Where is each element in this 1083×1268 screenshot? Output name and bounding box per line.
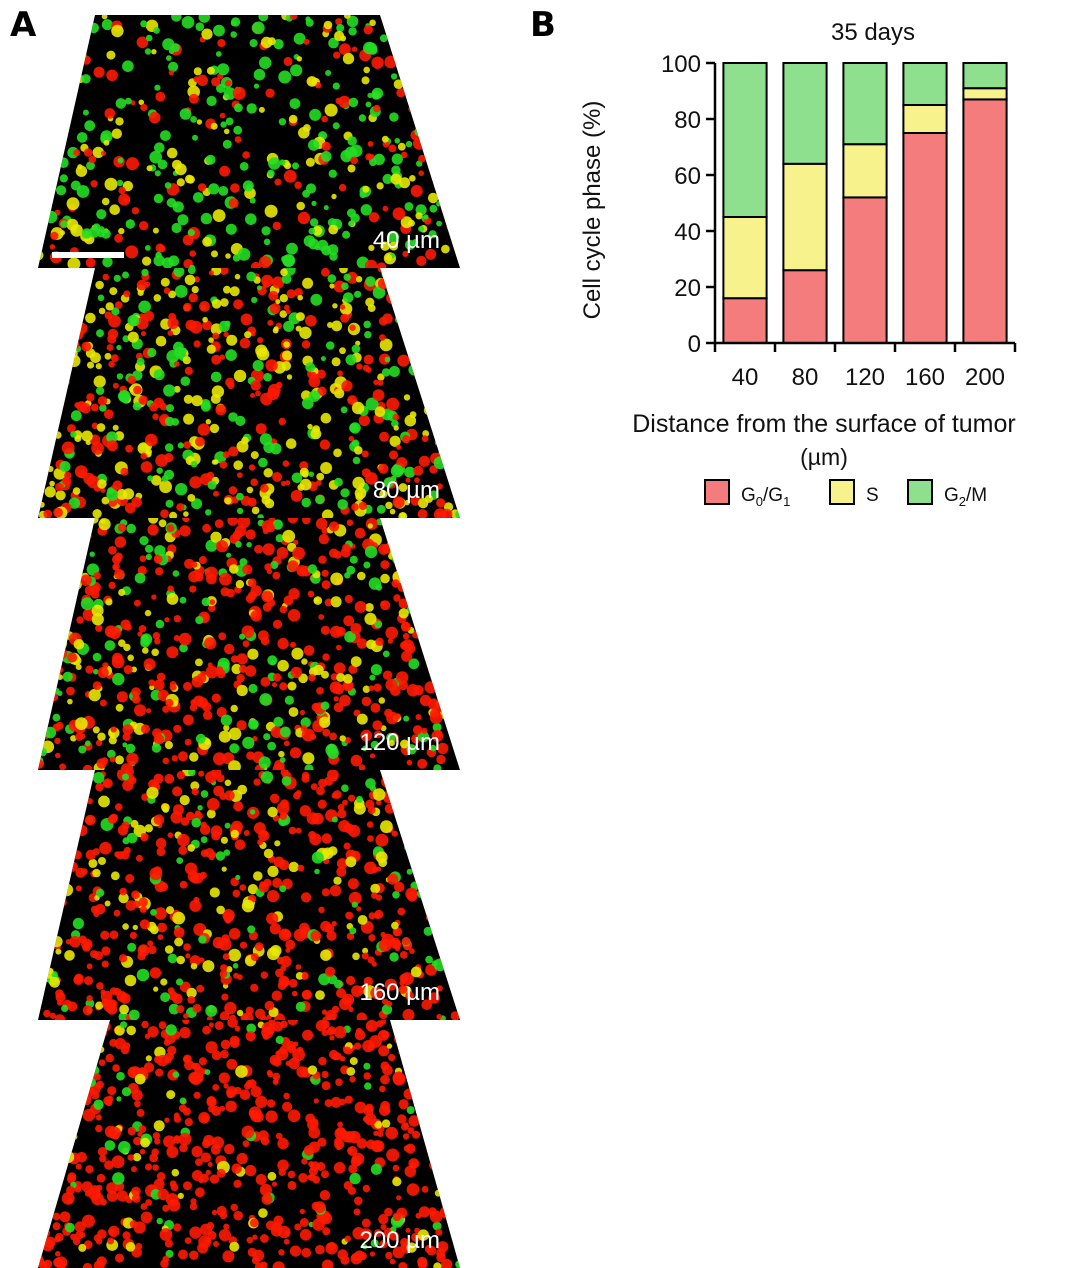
x-axis: 40 80 120 160 200 (713, 341, 1017, 391)
scale-bar (52, 252, 124, 258)
micrograph-slice: 200 µm (38, 1020, 460, 1268)
slice-depth-label: 160 µm (359, 979, 440, 1006)
legend-label: G0​/G1​ (741, 485, 790, 509)
bars (722, 62, 1008, 345)
x-tick-label: 160 (905, 364, 945, 391)
bar-segment-g2m (722, 62, 768, 218)
y-axis: 0 20 40 60 80 100 (661, 51, 717, 358)
bar-segment-g2m (962, 62, 1008, 90)
bar-segment-g0g1 (842, 196, 888, 344)
y-tick-label: 40 (674, 219, 701, 246)
bar-segment-g2m (842, 62, 888, 146)
bar-segment-g2m (902, 62, 948, 106)
bar-segment-s (902, 104, 948, 134)
legend-label: G2​/M (944, 485, 987, 509)
x-tick-label: 120 (845, 364, 885, 391)
bar-segment-g2m (782, 62, 828, 165)
micrograph-stack: 40 µm 80 µm 120 µm 160 µm 200 µm (38, 15, 460, 1268)
legend-label: S (866, 485, 879, 506)
slice-cells (38, 268, 460, 518)
micrograph-slice: 80 µm (38, 268, 460, 518)
bar-segment-s (782, 162, 828, 272)
legend-swatch (829, 479, 855, 505)
bar-segment-g0g1 (962, 98, 1008, 345)
legend: G0​/G1​ S G2​/M (704, 479, 987, 509)
x-tick-label: 80 (792, 364, 819, 391)
x-axis-label: Distance from the surface of tumor (632, 410, 1015, 438)
legend-swatch (907, 479, 933, 505)
y-tick-label: 60 (674, 163, 701, 190)
slice-depth-label: 40 µm (373, 227, 440, 254)
x-tick-label: 200 (965, 364, 1005, 391)
chart-title: 35 days (831, 19, 915, 46)
micrograph-slice: 160 µm (38, 770, 460, 1020)
bar-segment-g0g1 (782, 269, 828, 345)
slice-depth-label: 120 µm (359, 729, 440, 756)
slice-depth-label: 200 µm (359, 1227, 440, 1254)
y-tick-label: 0 (688, 331, 701, 358)
bar-segment-s (722, 216, 768, 300)
micrograph-slice: 120 µm (38, 518, 460, 770)
bar-segment-g0g1 (902, 132, 948, 344)
panel-b-letter: B (530, 5, 556, 45)
bar-segment-s (842, 143, 888, 199)
legend-swatch (704, 479, 730, 505)
micrograph-slice: 40 µm (38, 15, 460, 268)
y-tick-label: 80 (674, 107, 701, 134)
slice-depth-label: 80 µm (373, 477, 440, 504)
y-tick-label: 100 (661, 51, 701, 78)
x-axis-unit: (µm) (800, 444, 848, 470)
stacked-bar-chart: 35 days 0 20 40 60 80 100 40 80 120 160 200 Cell … (579, 19, 1017, 509)
slice-background (38, 15, 460, 268)
bar-segment-s (962, 87, 1008, 101)
y-axis-label: Cell cycle phase (%) (579, 101, 606, 320)
y-tick-label: 20 (674, 275, 701, 302)
x-tick-label: 40 (732, 364, 759, 391)
bar-segment-g0g1 (722, 297, 768, 345)
panel-a-letter: A (10, 5, 37, 45)
